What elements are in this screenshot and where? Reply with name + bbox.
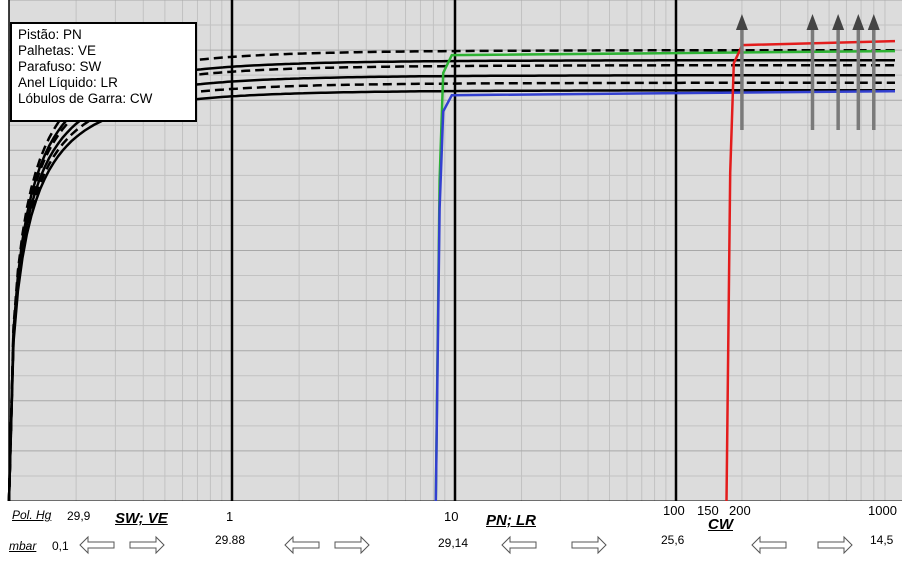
left-arrow-icon — [501, 535, 537, 555]
legend-item: Pistão: PN — [18, 27, 82, 42]
x-tick-label: 1000 — [868, 503, 897, 518]
x-tick-label: 29,14 — [438, 536, 469, 550]
arrow-head — [867, 14, 880, 30]
legend: Pistão: PN Palhetas: VE Parafuso: SW Ane… — [10, 22, 197, 122]
left-arrow-icon — [284, 535, 320, 555]
right-arrow-icon — [334, 535, 370, 555]
x-tick-label: 29.88 — [215, 533, 246, 547]
x-tick-label: 200 — [729, 503, 751, 518]
x-tick-label: 25,6 — [661, 533, 685, 547]
x-tick-label: 150 — [697, 503, 719, 518]
legend-item: Palhetas: VE — [18, 43, 97, 58]
series-line — [7, 81, 895, 502]
right-arrow-icon — [129, 535, 165, 555]
arrow-head — [806, 14, 819, 30]
arrow-head — [735, 14, 748, 30]
arrow-head — [832, 14, 845, 30]
left-arrow-icon — [751, 535, 787, 555]
x-tick-label: 29,9 — [67, 509, 91, 523]
mbar-unit-label: mbar — [9, 539, 37, 553]
scale-arrows — [79, 535, 853, 555]
x-tick-label: 14,5 — [870, 533, 894, 547]
legend-item: Parafuso: SW — [18, 59, 102, 74]
arrow-head — [852, 14, 865, 30]
series-line — [434, 89, 896, 502]
up-arrows — [735, 14, 880, 130]
x-tick-label: 100 — [663, 503, 685, 518]
legend-item: Lóbulos de Garra: CW — [18, 91, 153, 106]
x-tick-label: 1 — [226, 509, 234, 524]
group-label-cw: CW — [708, 516, 733, 533]
group-label-sw-ve: SW; VE — [115, 510, 168, 527]
right-arrow-icon — [571, 535, 607, 555]
pol-hg-unit-label: Pol. Hg — [12, 508, 52, 522]
left-arrow-icon — [79, 535, 115, 555]
x-tick-label: 10 — [444, 509, 459, 524]
series-line — [7, 48, 895, 502]
series-line — [725, 39, 896, 502]
group-label-pn-lr: PN; LR — [486, 512, 536, 529]
right-arrow-icon — [817, 535, 853, 555]
legend-item: Anel Líquido: LR — [18, 75, 118, 90]
x-tick-label: 0,1 — [52, 539, 69, 553]
series-line — [7, 63, 895, 502]
